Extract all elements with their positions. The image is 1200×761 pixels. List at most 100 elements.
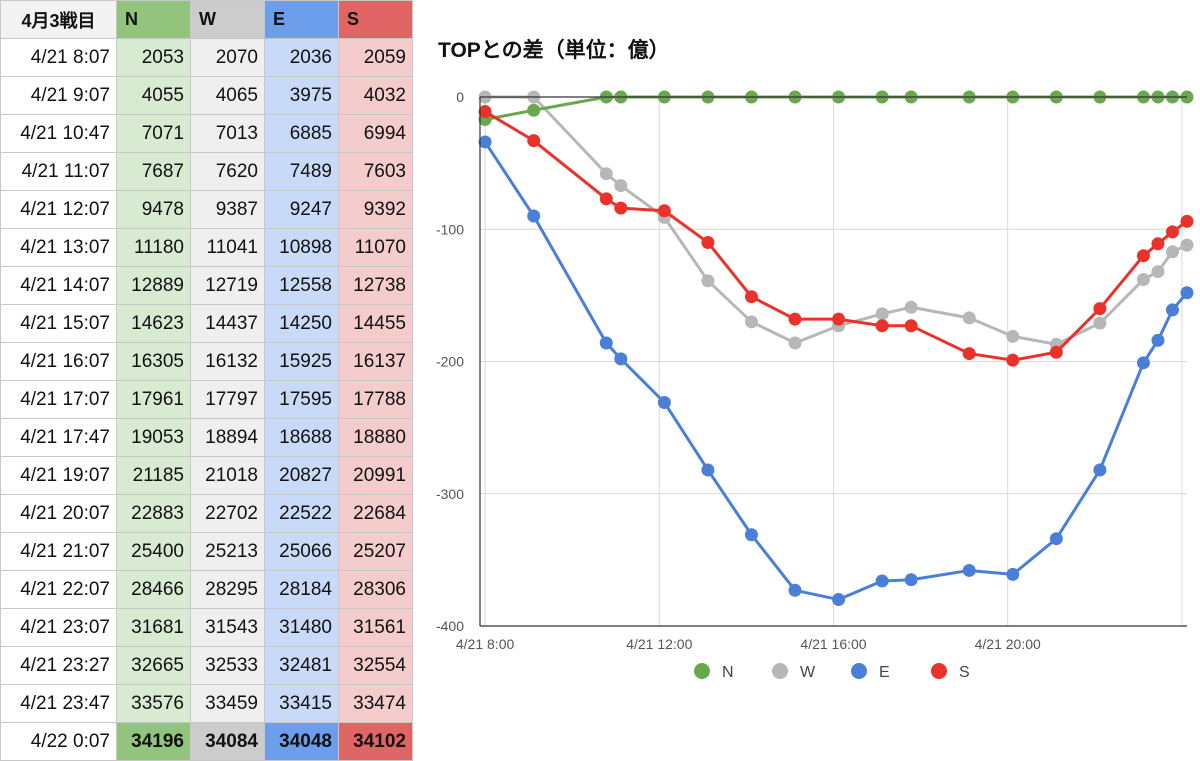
data-point-s	[478, 105, 492, 119]
value-cell-s: 9392	[338, 190, 413, 229]
score-table: 4月3戦目 N W E S 4/21 8:07 2053 2070 2036 2059 4…	[0, 0, 413, 761]
data-point-e	[1006, 567, 1020, 581]
time-cell: 4/21 21:07	[0, 532, 117, 571]
chart-panel: TOPとの差（単位：億） 0 -100 -200 -300 -400 4/21 8:00 4…	[412, 0, 1200, 696]
data-point-s	[1006, 353, 1020, 367]
time-cell: 4/21 19:07	[0, 456, 117, 495]
data-point-s	[1049, 345, 1063, 359]
data-point-w	[788, 336, 802, 350]
value-cell-e: 12558	[264, 266, 339, 305]
time-cell: 4/21 23:07	[0, 608, 117, 647]
data-point-e	[1165, 303, 1179, 317]
value-cell-n: 4055	[116, 76, 191, 115]
data-point-w	[904, 300, 918, 314]
table-row: 4/21 13:07 11180 11041 10898 11070	[0, 228, 413, 267]
value-cell-s: 2059	[338, 38, 413, 77]
table-row: 4/21 14:07 12889 12719 12558 12738	[0, 266, 413, 305]
time-cell: 4/21 16:07	[0, 342, 117, 381]
value-cell-e: 31480	[264, 608, 339, 647]
chart-grid	[480, 97, 1187, 627]
value-cell-w: 9387	[190, 190, 265, 229]
value-cell-e: 28184	[264, 570, 339, 609]
data-point-s	[1093, 302, 1107, 316]
data-point-s	[527, 134, 541, 148]
x-tick-label: 4/21 20:00	[975, 636, 1041, 652]
time-cell: 4/21 17:07	[0, 380, 117, 419]
value-cell-n: 17961	[116, 380, 191, 419]
series-line-e	[483, 141, 1189, 602]
value-cell-w: 16132	[190, 342, 265, 381]
time-cell: 4/21 8:07	[0, 38, 117, 77]
data-point-e	[832, 593, 846, 607]
data-point-s	[788, 312, 802, 326]
data-point-s	[875, 319, 889, 333]
value-cell-n: 7071	[116, 114, 191, 153]
table-row: 4/21 17:47 19053 18894 18688 18880	[0, 418, 413, 457]
table-row: 4/21 20:07 22883 22702 22522 22684	[0, 494, 413, 533]
time-cell: 4/21 20:07	[0, 494, 117, 533]
data-point-e	[1136, 356, 1150, 370]
data-point-e	[614, 352, 628, 366]
table-row: 4/22 0:07 34196 34084 34048 34102	[0, 722, 413, 761]
time-cell: 4/21 10:47	[0, 114, 117, 153]
y-tick-label: -200	[436, 354, 464, 370]
time-cell: 4/22 0:07	[0, 722, 117, 761]
time-cell: 4/21 9:07	[0, 76, 117, 115]
data-point-e	[478, 135, 492, 149]
value-cell-n: 32665	[116, 646, 191, 685]
data-point-w	[599, 167, 613, 181]
value-cell-s: 25207	[338, 532, 413, 571]
value-cell-n: 7687	[116, 152, 191, 191]
data-point-e	[657, 395, 671, 409]
data-point-s	[832, 312, 846, 326]
table-row: 4/21 16:07 16305 16132 15925 16137	[0, 342, 413, 381]
value-cell-n: 21185	[116, 456, 191, 495]
value-cell-w: 14437	[190, 304, 265, 343]
value-cell-e: 34048	[264, 722, 339, 761]
time-cell: 4/21 12:07	[0, 190, 117, 229]
data-point-w	[744, 315, 758, 329]
line-chart: TOPとの差（単位：億） 0 -100 -200 -300 -400 4/21 8:00 4…	[436, 38, 1194, 681]
value-cell-s: 17788	[338, 380, 413, 419]
data-point-e	[527, 209, 541, 223]
data-point-s	[1136, 249, 1150, 263]
value-cell-e: 17595	[264, 380, 339, 419]
legend-marker-w	[772, 663, 788, 679]
data-point-s	[744, 290, 758, 304]
value-cell-w: 7013	[190, 114, 265, 153]
value-cell-e: 20827	[264, 456, 339, 495]
value-cell-s: 32554	[338, 646, 413, 685]
value-cell-n: 33576	[116, 684, 191, 723]
value-cell-s: 4032	[338, 76, 413, 115]
value-cell-s: 20991	[338, 456, 413, 495]
column-header-e: E	[264, 0, 339, 39]
table-row: 4/21 22:07 28466 28295 28184 28306	[0, 570, 413, 609]
value-cell-w: 11041	[190, 228, 265, 267]
table-row: 4/21 23:07 31681 31543 31480 31561	[0, 608, 413, 647]
value-cell-n: 28466	[116, 570, 191, 609]
legend-marker-s	[931, 663, 947, 679]
chart-series	[478, 90, 1194, 607]
table-row: 4/21 11:07 7687 7620 7489 7603	[0, 152, 413, 191]
legend-marker-n	[694, 663, 710, 679]
series-s	[478, 105, 1194, 367]
value-cell-w: 21018	[190, 456, 265, 495]
table-row: 4/21 19:07 21185 21018 20827 20991	[0, 456, 413, 495]
data-point-e	[1180, 286, 1194, 300]
data-point-s	[599, 192, 613, 206]
series-w	[478, 90, 1194, 351]
value-cell-s: 6994	[338, 114, 413, 153]
value-cell-s: 34102	[338, 722, 413, 761]
data-point-e	[1151, 333, 1165, 347]
value-cell-s: 11070	[338, 228, 413, 267]
value-cell-w: 31543	[190, 608, 265, 647]
value-cell-n: 11180	[116, 228, 191, 267]
time-cell: 4/21 14:07	[0, 266, 117, 305]
value-cell-w: 33459	[190, 684, 265, 723]
value-cell-s: 31561	[338, 608, 413, 647]
value-cell-e: 33415	[264, 684, 339, 723]
value-cell-n: 12889	[116, 266, 191, 305]
value-cell-s: 33474	[338, 684, 413, 723]
data-point-w	[1006, 329, 1020, 343]
value-cell-s: 16137	[338, 342, 413, 381]
